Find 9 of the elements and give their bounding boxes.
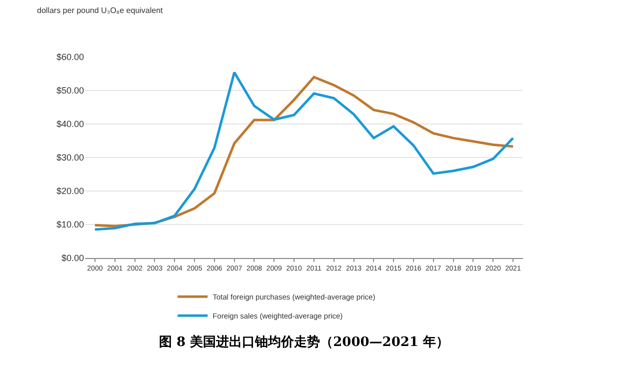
y-axis-title: dollars per pound U₃O₈e equivalent (37, 6, 164, 15)
caption: 图 8 美国进出口铀均价走势（2000—2021 年） (159, 334, 449, 350)
y-tick-label: $20.00 (56, 186, 84, 196)
y-tick-label: $0.00 (61, 253, 84, 264)
y-tick-label: $10.00 (56, 220, 84, 230)
y-tick-label: $60.00 (56, 52, 84, 62)
y-tick-label: $50.00 (56, 86, 84, 96)
y-tick-label: $40.00 (56, 119, 84, 130)
y-tick-label: $30.00 (56, 152, 84, 163)
